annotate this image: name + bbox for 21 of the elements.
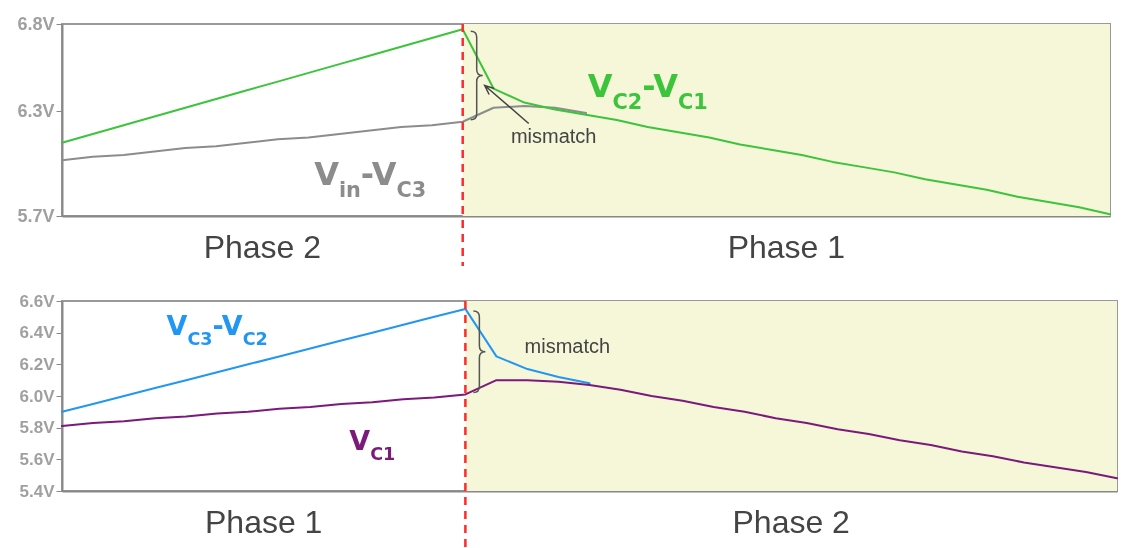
line-series	[61, 379, 1118, 480]
text: Phase 2	[732, 504, 850, 540]
series-label: V$_{C1}$	[349, 425, 396, 465]
legend-label: V$_{C2}$-V$_{C1}$	[587, 66, 708, 114]
y-tick-label: 5.6V	[19, 449, 56, 469]
series-label: V$_{C3}$-V$_{C2}$	[166, 310, 268, 350]
y-tick-label: 6.3V	[17, 100, 55, 121]
text: Phase 1	[727, 229, 846, 265]
y-tick-label: 6.0V	[19, 386, 56, 406]
y-tick-label: 6.8V	[17, 13, 55, 34]
y-tick-label: 5.8V	[19, 418, 56, 438]
text: Phase 1	[204, 504, 323, 540]
y-tick-label: 6.4V	[19, 323, 56, 343]
text: Phase 2	[203, 229, 322, 265]
series-label: V$_{in}$-V$_{C3}$	[314, 155, 427, 203]
annotation: mismatch	[524, 334, 611, 357]
y-tick-label: 5.7V	[17, 205, 55, 226]
y-tick-label: 6.2V	[19, 354, 56, 374]
annotation: mismatch	[510, 125, 597, 148]
y-tick-label: 6.6V	[19, 291, 56, 311]
y-tick-label: 5.4V	[19, 481, 56, 501]
